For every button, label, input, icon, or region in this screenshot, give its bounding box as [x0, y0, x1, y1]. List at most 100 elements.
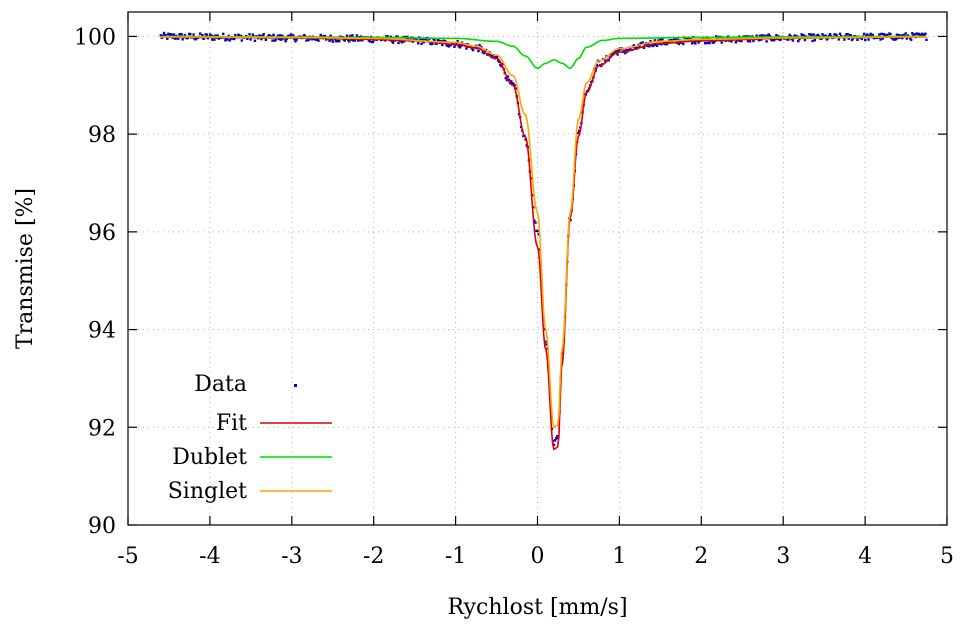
data-point [835, 34, 838, 37]
data-point [827, 34, 831, 38]
x-tick-label: 2 [694, 544, 708, 569]
data-point [811, 39, 814, 43]
data-point [812, 33, 815, 36]
data-point [222, 32, 225, 36]
data-point [348, 40, 351, 43]
data-point [624, 51, 627, 55]
data-point [849, 34, 853, 37]
data-point [883, 33, 887, 37]
data-point [172, 33, 176, 36]
data-point [690, 42, 694, 45]
data-point [482, 52, 486, 55]
data-point [464, 43, 467, 47]
data-point [653, 39, 656, 42]
data-point [837, 38, 841, 41]
data-point [271, 39, 274, 42]
grid [128, 12, 947, 525]
data-point [720, 41, 723, 44]
data-point [361, 39, 364, 42]
data-point [895, 33, 899, 36]
data-point [925, 38, 928, 41]
data-point [708, 41, 711, 45]
data-point [730, 40, 733, 43]
data-point [390, 39, 394, 43]
legend-marker-data [294, 384, 297, 387]
series-layer [159, 31, 928, 451]
data-point [787, 38, 790, 41]
data-point [669, 40, 672, 44]
data-point [844, 34, 847, 38]
data-point [397, 41, 400, 45]
data-point [648, 45, 651, 48]
data-point [316, 38, 319, 41]
data-point [850, 38, 854, 42]
data-point [303, 33, 306, 37]
data-point [239, 34, 242, 38]
data-point [924, 32, 927, 35]
data-point [871, 33, 874, 37]
data-point [625, 49, 628, 52]
data-point [368, 40, 372, 43]
data-point [205, 33, 208, 36]
data-point [246, 37, 249, 40]
data-point [704, 42, 707, 45]
data-point [544, 340, 547, 343]
data-point [879, 38, 882, 41]
y-tick-label: 98 [88, 123, 116, 148]
data-point [471, 48, 475, 52]
series-line-fit [160, 36, 927, 451]
data-point [417, 42, 420, 45]
data-point [828, 33, 832, 36]
data-point [555, 437, 558, 440]
data-point [813, 39, 816, 42]
data-point [180, 33, 183, 36]
data-point [489, 53, 492, 57]
data-point [253, 39, 257, 42]
data-point [896, 36, 900, 40]
data-point [788, 33, 791, 37]
data-point [920, 32, 924, 35]
data-point [665, 43, 669, 46]
data-point [676, 38, 679, 41]
y-tick-label: 90 [88, 514, 116, 539]
data-point [905, 37, 908, 40]
data-point [307, 38, 310, 42]
data-point [694, 42, 697, 45]
legend-label-data: Data [194, 372, 247, 397]
data-point [170, 33, 173, 36]
data-point [391, 41, 395, 44]
data-point [183, 33, 187, 37]
data-point [234, 33, 237, 37]
data-point [249, 38, 252, 41]
data-point [386, 35, 389, 38]
data-point [406, 35, 409, 39]
data-point [604, 60, 607, 63]
data-point [331, 40, 334, 43]
data-point [280, 38, 283, 41]
data-point [281, 34, 284, 37]
x-tick-label: -1 [445, 544, 466, 569]
data-point [295, 38, 298, 41]
data-point [740, 39, 743, 43]
data-point [272, 33, 275, 36]
data-point [293, 38, 296, 41]
data-point [251, 33, 254, 36]
data-point [422, 41, 425, 44]
data-point [824, 34, 827, 37]
data-point [545, 343, 548, 346]
x-tick-label: -2 [363, 544, 384, 569]
data-point [578, 129, 581, 133]
data-point [632, 44, 636, 47]
data-point [279, 34, 282, 37]
legend-label-dublet: Dublet [172, 445, 247, 470]
data-point [177, 37, 180, 40]
data-point [677, 42, 681, 46]
data-point [240, 39, 243, 42]
data-point [355, 34, 359, 37]
data-point [173, 37, 177, 40]
data-point [881, 37, 884, 40]
data-point [537, 233, 540, 236]
data-point [791, 39, 795, 42]
data-point [213, 38, 216, 41]
